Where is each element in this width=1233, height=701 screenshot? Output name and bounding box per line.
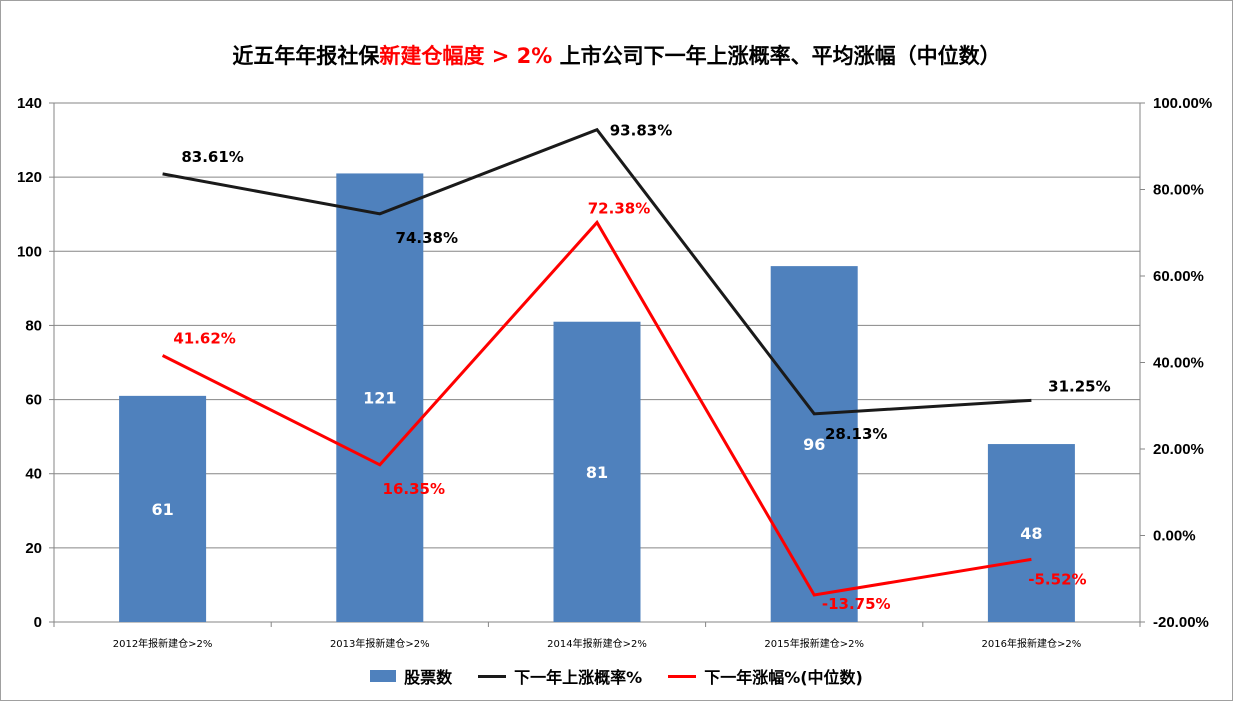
bar — [336, 173, 424, 622]
title-part-2: 新建仓幅度 > 2% — [379, 44, 553, 68]
chart-title: 近五年年报社保新建仓幅度 > 2% 上市公司下一年上涨概率、平均涨幅（中位数） — [0, 40, 1233, 70]
y-right-tick-label: -20.00% — [1153, 614, 1209, 631]
prob-point-label: 93.83% — [610, 122, 672, 140]
bar — [553, 321, 641, 622]
y-right-tick-label: 40.00% — [1153, 355, 1204, 372]
legend-item-bar: 股票数 — [370, 664, 452, 688]
x-tick-label: 2014年报新建仓>2% — [547, 637, 647, 650]
bar — [770, 266, 858, 622]
x-tick-label: 2012年报新建仓>2% — [113, 637, 213, 650]
legend-label-prob: 下一年上涨概率% — [514, 668, 643, 687]
legend-label-gain: 下一年涨幅%(中位数) — [704, 668, 863, 687]
gain-point-label: -13.75% — [822, 595, 891, 613]
y-right-tick-label: 0.00% — [1153, 528, 1196, 545]
legend-swatch-prob — [478, 674, 507, 678]
bar-value-label: 61 — [151, 500, 173, 519]
bar-value-label: 81 — [586, 463, 608, 482]
prob-point-label: 28.13% — [825, 425, 887, 443]
y-right-tick-label: 20.00% — [1153, 441, 1204, 458]
gain-point-label: 72.38% — [588, 199, 650, 217]
y-left-tick-label: 100 — [17, 243, 42, 260]
y-left-tick-label: 40 — [25, 466, 42, 483]
y-left-tick-label: 140 — [17, 95, 42, 112]
bar-value-label: 48 — [1020, 524, 1042, 543]
y-left-tick-label: 120 — [17, 169, 42, 186]
legend-swatch-gain — [668, 674, 697, 678]
y-right-tick-label: 100.00% — [1153, 95, 1212, 112]
y-right-tick-label: 60.00% — [1153, 268, 1204, 285]
legend: 股票数 下一年上涨概率% 下一年涨幅%(中位数) — [0, 664, 1233, 688]
title-part-1: 近五年年报社保 — [232, 44, 380, 68]
y-right-tick-label: 80.00% — [1153, 182, 1204, 199]
bar-value-label: 96 — [803, 435, 825, 454]
y-left-tick-label: 60 — [25, 392, 42, 409]
legend-swatch-bar — [370, 670, 397, 682]
legend-item-gain: 下一年涨幅%(中位数) — [668, 664, 863, 688]
legend-item-prob: 下一年上涨概率% — [478, 664, 642, 688]
x-tick-label: 2013年报新建仓>2% — [330, 637, 430, 650]
prob-series-line — [162, 127, 1032, 416]
gain-point-label: 16.35% — [383, 480, 445, 498]
bar — [987, 444, 1075, 622]
legend-label-bar: 股票数 — [404, 668, 453, 687]
prob-point-label: 31.25% — [1048, 377, 1110, 395]
prob-point-label: 83.61% — [181, 148, 243, 166]
gain-series-line — [161, 219, 1032, 597]
bar — [119, 395, 207, 622]
gain-point-label: 41.62% — [173, 329, 235, 347]
y-left-tick-label: 20 — [25, 540, 42, 557]
title-part-3: 上市公司下一年上涨概率、平均涨幅（中位数） — [552, 44, 1001, 68]
prob-point-label: 74.38% — [396, 229, 458, 247]
x-tick-label: 2015年报新建仓>2% — [764, 637, 864, 650]
y-left-tick-label: 0 — [34, 614, 42, 631]
gain-point-label: -5.52% — [1028, 570, 1086, 588]
x-tick-label: 2016年报新建仓>2% — [982, 637, 1082, 650]
y-left-tick-label: 80 — [25, 317, 42, 334]
bar-value-label: 121 — [363, 389, 396, 408]
